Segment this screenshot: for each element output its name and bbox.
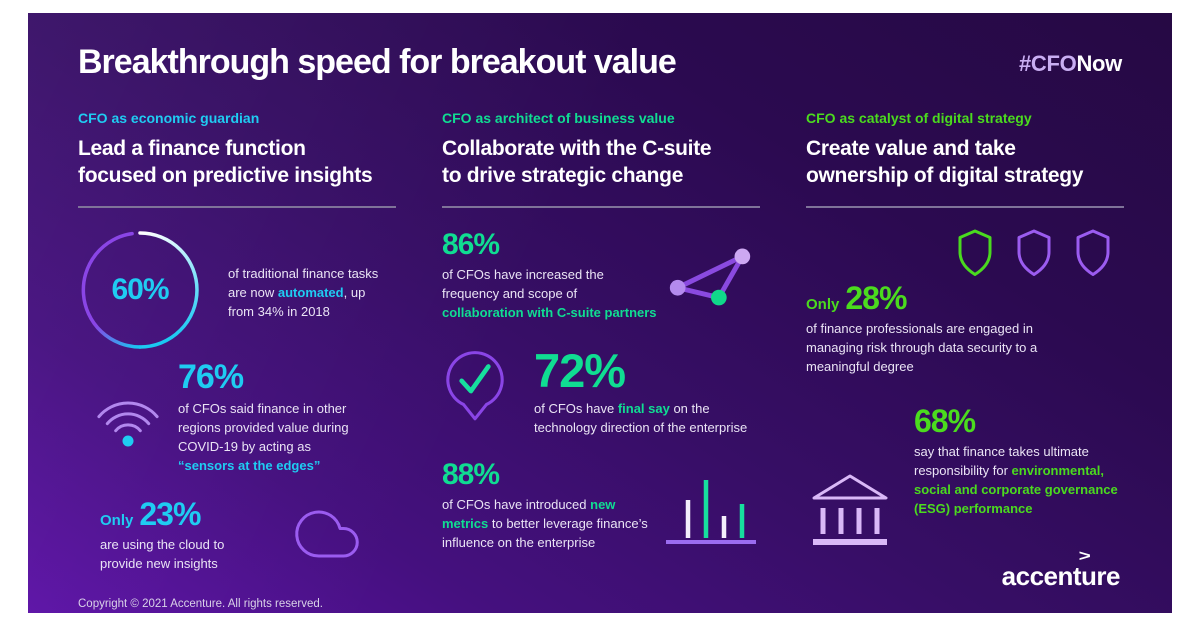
stat-value: 23%	[139, 496, 201, 533]
desc-highlight: collaboration with C-suite partners	[442, 305, 657, 321]
stat-finalsay: 72% of CFOs have final say on the techno…	[442, 347, 760, 438]
column-eyebrow: CFO as catalyst of digital strategy	[806, 110, 1032, 126]
shield-icon	[1076, 229, 1110, 277]
stat-desc: of CFOs said finance in other regions pr…	[178, 400, 368, 476]
stat-value-line: Only 28%	[806, 282, 1124, 314]
column-headline: Create value and take ownership of digita…	[806, 135, 1124, 189]
desc-text: to better leverage finance’s influence o…	[442, 515, 648, 550]
shield-icon	[1017, 229, 1051, 277]
divider	[78, 206, 396, 209]
desc-text: on the technology direction of the enter…	[534, 401, 748, 436]
accenture-logo: > accenture	[1001, 548, 1121, 592]
bank-icon	[808, 468, 892, 553]
page-title: Breakthrough speed for breakout value	[78, 43, 677, 81]
column-economic-guardian: CFO as economic guardian Lead a finance …	[78, 110, 396, 613]
bar-chart-icon	[660, 474, 760, 553]
speech-bubble-check-icon	[442, 347, 512, 432]
stat-security: Only 28% of finance professionals are en…	[806, 282, 1124, 377]
divider	[442, 206, 760, 209]
hashtag-prefix: #CFO	[1018, 51, 1077, 76]
column-headline: Collaborate with the C-suite to drive str…	[442, 135, 760, 189]
desc-text: , up from 34% in 2018	[228, 284, 366, 319]
divider	[806, 206, 1124, 209]
accenture-greater-than-icon: >	[1078, 547, 1091, 565]
stat-desc: of CFOs have increased the frequency and…	[442, 266, 662, 323]
desc-highlight: new metrics	[442, 497, 616, 531]
copyright: Copyright © 2021 Accenture. All rights r…	[78, 597, 323, 610]
stat-value: 60%	[111, 273, 169, 307]
stat-value-line: Only 23%	[100, 498, 260, 530]
stat-desc: of traditional finance tasks are now aut…	[228, 265, 393, 322]
wifi-sensor-icon	[78, 387, 178, 449]
headline-line-1: Collaborate with the C-suite	[442, 137, 712, 160]
stat-desc: of CFOs have introduced new metrics to b…	[442, 496, 660, 553]
desc-text: are using the cloud to provide new insig…	[100, 537, 225, 571]
stat-desc: of finance professionals are engaged in …	[806, 320, 1066, 377]
shield-icon	[958, 229, 992, 277]
stat-desc: say that finance takes ultimate responsi…	[914, 443, 1126, 519]
stat-cloud: Only 23% are using the cloud to provide …	[100, 498, 396, 574]
network-triangle-icon	[662, 240, 760, 323]
stat-value: 72%	[534, 344, 626, 398]
hashtag-suffix: Now	[1076, 51, 1122, 76]
stat-prefix: Only	[806, 296, 840, 314]
columns: CFO as economic guardian Lead a finance …	[28, 82, 1172, 613]
column-architect-business-value: CFO as architect of business value Colla…	[442, 110, 760, 613]
headline-line-2: to drive strategic change	[442, 164, 684, 188]
progress-ring-icon: 60%	[78, 228, 202, 352]
stat-desc: are using the cloud to provide new insig…	[100, 536, 245, 574]
stat-prefix: Only	[100, 512, 134, 530]
stat-value: 88%	[442, 458, 500, 491]
headline-line-2: ownership of digital strategy	[806, 164, 1084, 188]
stat-collaboration: 86% of CFOs have increased the frequency…	[442, 230, 760, 323]
column-headline: Lead a finance function focused on predic…	[78, 135, 396, 189]
cloud-icon	[286, 501, 368, 572]
stat-regions: 76% of CFOs said finance in other region…	[78, 360, 396, 476]
headline-line-1: Create value and take	[806, 137, 1016, 160]
column-catalyst-digital-strategy: CFO as catalyst of digital strategy Crea…	[806, 110, 1124, 613]
logo-row: > accenture	[806, 548, 1124, 592]
desc-text: of finance professionals are engaged in …	[806, 321, 1038, 375]
desc-highlight: environmental, social and corporate gove…	[914, 463, 1118, 516]
stat-esg: 68% say that finance takes ultimate resp…	[806, 403, 1126, 545]
headline-line-2: focused on predictive insights	[78, 164, 373, 188]
desc-highlight: automated	[277, 284, 344, 300]
column-eyebrow: CFO as architect of business value	[442, 110, 675, 126]
stat-value: 76%	[178, 358, 244, 397]
desc-text: of CFOs have introduced	[442, 497, 591, 512]
desc-text: of CFOs said finance in other regions pr…	[178, 401, 349, 455]
stat-desc: of CFOs have final say on the technology…	[534, 400, 774, 438]
stat-value: 28%	[845, 280, 907, 317]
stat-value: 68%	[914, 403, 976, 440]
stat-metrics: 88% of CFOs have introduced new metrics …	[442, 460, 760, 553]
shield-icons-row	[806, 228, 1124, 278]
stat-automation: 60% of traditional finance tasks are now…	[78, 228, 396, 352]
desc-highlight: final say	[617, 401, 670, 417]
desc-text: of traditional finance tasks are now	[228, 265, 379, 300]
infographic-canvas: Breakthrough speed for breakout value #C…	[28, 13, 1172, 613]
header: Breakthrough speed for breakout value #C…	[28, 13, 1172, 82]
desc-highlight: “sensors at the edges”	[178, 458, 321, 474]
desc-text: of CFOs have	[534, 401, 618, 417]
desc-text: of CFOs have increased the frequency and…	[442, 267, 604, 302]
desc-text: say that finance takes ultimate responsi…	[914, 444, 1089, 479]
stat-value: 86%	[442, 228, 500, 262]
headline-line-1: Lead a finance function	[78, 137, 306, 160]
hashtag: #CFONow	[1019, 51, 1122, 77]
column-eyebrow: CFO as economic guardian	[78, 110, 260, 126]
logo-text: accenture	[1001, 560, 1121, 591]
